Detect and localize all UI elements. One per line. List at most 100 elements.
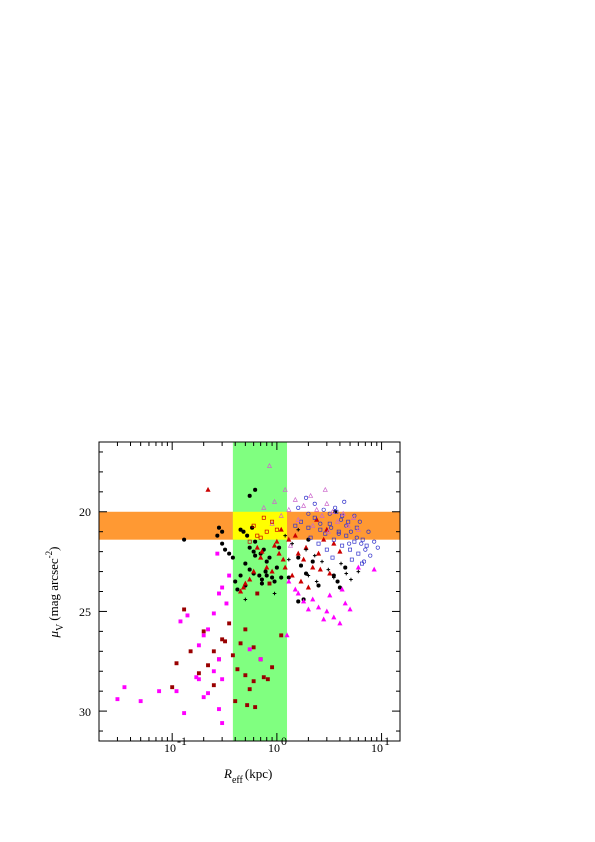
data-point-s9-6	[247, 539, 252, 544]
data-point-s9-7	[261, 515, 266, 520]
data-point-s7-16	[310, 522, 316, 528]
data-point-s4-0	[115, 697, 120, 702]
data-point-s0-7	[253, 553, 258, 558]
data-point-s7-0	[266, 462, 273, 468]
x-tick-labels: 10 -1 10 0 10 1	[164, 734, 390, 755]
data-point-s6-13	[375, 545, 380, 550]
data-point-s4-16	[194, 675, 199, 680]
data-point-s0-11	[267, 555, 272, 560]
data-point-s4-11	[220, 721, 225, 726]
data-point-s3-12	[188, 649, 193, 654]
data-point-s5-13	[360, 537, 365, 542]
data-point-s3-9	[206, 663, 210, 668]
data-point-s0-33	[227, 551, 232, 556]
data-point-s4-24	[227, 573, 232, 578]
data-point-s1-14	[282, 564, 288, 570]
data-point-s2-10	[355, 564, 361, 570]
data-point-s4-15	[196, 643, 201, 648]
data-point-s4-9	[211, 669, 216, 674]
data-point-s2-1	[295, 590, 301, 596]
data-point-s0-0	[247, 493, 252, 498]
data-point-s7-19	[261, 504, 267, 510]
data-point-s4-22	[220, 585, 225, 590]
data-point-s1-0	[205, 486, 211, 492]
data-point-s5-7	[336, 529, 341, 534]
data-point-s4-20	[206, 627, 210, 632]
data-point-s0-43	[337, 585, 342, 590]
data-point-s4-12	[220, 677, 225, 682]
data-point-s7-21	[325, 528, 331, 534]
data-point-s9-4	[251, 523, 256, 528]
data-point-s0-42	[335, 579, 340, 584]
data-point-s0-19	[272, 579, 277, 584]
data-point-s3-18	[223, 639, 228, 644]
data-point-s4-25	[215, 551, 220, 556]
data-point-s6-10	[363, 547, 368, 552]
data-point-s3-8	[211, 649, 216, 654]
data-point-s3-22	[253, 705, 258, 710]
data-point-s6-1	[312, 501, 317, 506]
data-point-s3-15	[170, 685, 175, 690]
x-tick-label-1-exp: 0	[281, 734, 287, 748]
data-point-s4-23	[224, 601, 229, 606]
data-point-s4-4	[174, 689, 179, 694]
data-point-s5-5	[327, 521, 332, 526]
data-point-s0-15	[257, 573, 262, 578]
data-point-s6-3	[327, 511, 332, 516]
data-point-s2-14	[292, 586, 298, 592]
data-point-s0-13	[247, 567, 252, 572]
data-point-s1-6	[301, 556, 307, 562]
data-point-s7-13	[355, 526, 361, 532]
data-point-s0-24	[233, 579, 238, 584]
data-point-s7-2	[292, 496, 298, 502]
data-point-s2-7	[337, 620, 343, 626]
data-point-s5-23	[334, 509, 339, 514]
data-point-s1-13	[337, 548, 343, 554]
data-point-s0-36	[296, 555, 301, 560]
data-point-s0-20	[274, 565, 279, 570]
y-tick-label-30: 30	[79, 705, 91, 719]
data-point-s6-9	[359, 541, 364, 546]
data-point-s2-9	[347, 606, 353, 612]
data-point-s6-7	[348, 529, 353, 534]
data-point-s6-11	[368, 553, 373, 558]
data-point-s2-15	[284, 632, 290, 638]
data-point-s4-7	[201, 695, 206, 700]
x-tick-label-10-exp: 1	[384, 734, 390, 748]
data-point-s1-27	[271, 542, 278, 548]
data-point-s3-1	[251, 679, 256, 684]
data-point-s8-1	[290, 541, 294, 546]
data-point-s6-15	[357, 519, 362, 524]
data-point-s0-34	[182, 537, 187, 542]
svg-text:μV(mag arcsec-2): μV(mag arcsec-2)	[44, 546, 66, 638]
data-point-s1-26	[254, 544, 260, 550]
data-point-s3-4	[235, 667, 240, 672]
data-point-s5-10	[348, 547, 352, 552]
data-point-s5-16	[330, 555, 335, 560]
data-point-s0-25	[235, 587, 240, 592]
x-axis-label: Reff (kpc)	[223, 766, 272, 786]
data-point-s4-5	[182, 711, 187, 716]
data-point-s4-8	[206, 691, 210, 696]
data-point-s2-5	[324, 608, 330, 614]
data-point-s8-8	[339, 561, 343, 566]
data-point-s3-6	[238, 641, 243, 646]
data-point-s1-20	[251, 568, 257, 574]
data-point-s5-19	[293, 523, 298, 528]
data-point-s1-28	[276, 550, 282, 556]
data-point-s5-18	[308, 535, 313, 540]
data-point-s2-12	[327, 592, 333, 598]
data-point-s6-24	[296, 505, 301, 510]
data-point-s3-30	[243, 627, 248, 632]
data-point-s8-7	[332, 575, 336, 580]
data-point-s0-48	[306, 537, 311, 542]
data-point-s0-31	[220, 541, 225, 546]
x-tick-label-1: 10	[268, 741, 280, 755]
x-tick-label-0-1-exp: -1	[177, 734, 187, 748]
data-point-s1-31	[327, 570, 333, 576]
data-point-s8-15	[243, 597, 248, 602]
data-point-s6-20	[347, 541, 352, 546]
data-point-s0-29	[220, 529, 225, 534]
data-point-s4-13	[217, 657, 221, 662]
data-points-layer	[115, 462, 380, 726]
